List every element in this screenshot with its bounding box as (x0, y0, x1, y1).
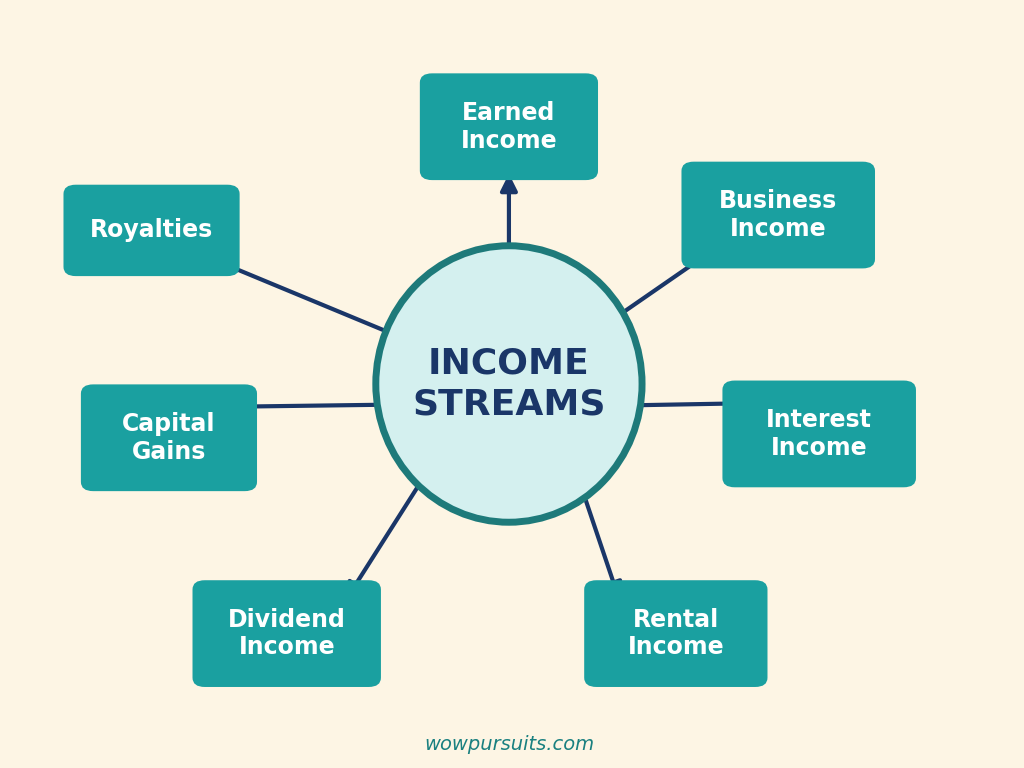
Text: wowpursuits.com: wowpursuits.com (424, 736, 594, 754)
Text: INCOME
STREAMS: INCOME STREAMS (413, 346, 605, 422)
FancyBboxPatch shape (420, 74, 598, 180)
Ellipse shape (376, 246, 642, 522)
Text: Capital
Gains: Capital Gains (122, 412, 216, 464)
FancyBboxPatch shape (193, 581, 381, 687)
FancyBboxPatch shape (723, 381, 916, 488)
Text: Royalties: Royalties (90, 218, 213, 243)
Text: Dividend
Income: Dividend Income (227, 607, 346, 660)
FancyBboxPatch shape (584, 581, 768, 687)
FancyBboxPatch shape (81, 385, 257, 492)
Text: Rental
Income: Rental Income (628, 607, 724, 660)
Text: Business
Income: Business Income (719, 189, 838, 241)
Text: Earned
Income: Earned Income (461, 101, 557, 153)
FancyBboxPatch shape (682, 162, 874, 269)
Text: Interest
Income: Interest Income (766, 408, 872, 460)
FancyBboxPatch shape (63, 185, 240, 276)
